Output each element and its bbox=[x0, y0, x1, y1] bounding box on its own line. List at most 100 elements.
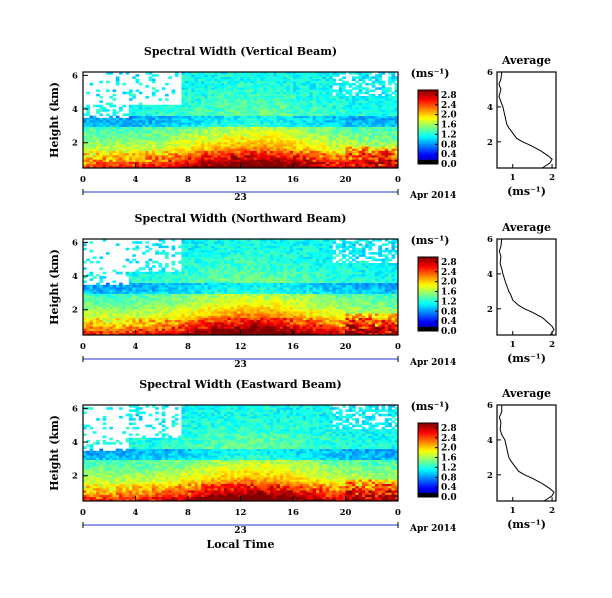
heatmap-cell bbox=[125, 161, 130, 165]
heatmap-cell bbox=[214, 80, 218, 84]
heatmap-cell bbox=[178, 126, 182, 130]
heatmap-cell bbox=[319, 111, 323, 114]
heatmap-cell bbox=[135, 115, 140, 119]
heatmap-cell bbox=[263, 98, 268, 101]
heatmap-cell bbox=[283, 163, 287, 167]
heatmap-cell bbox=[184, 111, 189, 114]
heatmap-cell bbox=[217, 165, 222, 169]
heatmap-cell bbox=[256, 126, 261, 130]
heatmap-cell bbox=[158, 117, 163, 121]
heatmap-cell bbox=[325, 133, 330, 136]
heatmap-cell bbox=[309, 111, 314, 114]
heatmap-cell bbox=[201, 117, 205, 121]
heatmap-cell bbox=[293, 144, 297, 147]
heatmap-cell bbox=[188, 165, 192, 169]
heatmap-cell bbox=[161, 148, 166, 151]
heatmap-cell bbox=[83, 120, 87, 123]
heatmap-cell bbox=[335, 135, 340, 138]
heatmap-cell bbox=[194, 137, 199, 141]
heatmap-cell bbox=[293, 100, 297, 103]
heatmap-cell bbox=[247, 124, 251, 127]
heatmap-cell bbox=[86, 161, 90, 165]
heatmap-cell bbox=[243, 82, 248, 86]
heatmap-cell bbox=[237, 133, 241, 136]
heatmap-cell bbox=[165, 82, 169, 86]
heatmap-cell bbox=[207, 109, 212, 112]
heatmap-cell bbox=[279, 78, 284, 82]
heatmap-cell bbox=[263, 137, 268, 141]
heatmap-cell bbox=[168, 150, 172, 154]
heatmap-cell bbox=[332, 154, 337, 158]
heatmap-cell bbox=[230, 120, 235, 123]
heatmap-cell bbox=[184, 122, 189, 125]
heatmap-cell bbox=[151, 137, 156, 141]
heatmap-cell bbox=[256, 113, 261, 117]
heatmap-cell bbox=[92, 276, 97, 279]
heatmap-cell bbox=[293, 163, 297, 167]
heatmap-cell bbox=[197, 122, 202, 125]
heatmap-cell bbox=[168, 154, 172, 158]
heatmap-cell bbox=[83, 130, 87, 134]
heatmap-cell bbox=[312, 91, 317, 95]
heatmap-cell bbox=[171, 109, 176, 112]
heatmap-cell bbox=[217, 117, 222, 121]
heatmap-cell bbox=[83, 135, 87, 138]
heatmap-cell bbox=[112, 104, 117, 108]
heatmap-cell bbox=[283, 157, 287, 160]
heatmap-cell bbox=[256, 104, 261, 108]
heatmap-cell bbox=[306, 102, 310, 106]
heatmap-cell bbox=[253, 113, 258, 117]
heatmap-cell bbox=[158, 154, 163, 158]
heatmap-cell bbox=[243, 72, 248, 75]
heatmap-cell bbox=[289, 102, 294, 106]
heatmap-cell bbox=[161, 165, 166, 169]
heatmap-cell bbox=[115, 78, 120, 82]
heatmap-cell bbox=[322, 89, 327, 93]
heatmap-cell bbox=[276, 106, 281, 110]
heatmap-cell bbox=[217, 124, 222, 127]
heatmap-cell bbox=[243, 163, 248, 167]
heatmap-cell bbox=[194, 135, 199, 138]
heatmap-cell bbox=[319, 137, 323, 141]
heatmap-cell bbox=[243, 102, 248, 106]
heatmap-cell bbox=[204, 124, 209, 127]
heatmap-cell bbox=[138, 154, 143, 158]
heatmap-cell bbox=[283, 144, 287, 147]
heatmap-cell bbox=[283, 78, 287, 82]
heatmap-cell bbox=[332, 144, 337, 147]
heatmap-cell bbox=[266, 154, 271, 158]
heatmap-cell bbox=[201, 111, 205, 114]
heatmap-cell bbox=[233, 161, 238, 165]
heatmap-cell bbox=[233, 130, 238, 134]
heatmap-cell bbox=[312, 104, 317, 108]
heatmap-cell bbox=[220, 137, 225, 141]
heatmap-cell bbox=[207, 89, 212, 93]
heatmap-cell bbox=[256, 87, 261, 90]
heatmap-cell bbox=[174, 141, 179, 145]
heatmap-cell bbox=[273, 96, 277, 99]
heatmap-cell bbox=[270, 157, 274, 160]
heatmap-cell bbox=[122, 154, 127, 158]
heatmap-cell bbox=[227, 152, 232, 156]
heatmap-cell bbox=[338, 109, 343, 112]
heatmap-cell bbox=[132, 135, 136, 138]
heatmap-cell bbox=[115, 144, 120, 147]
heatmap-cell bbox=[256, 128, 261, 132]
heatmap-cell bbox=[220, 102, 225, 106]
heatmap-cell bbox=[214, 78, 218, 82]
heatmap-cell bbox=[266, 135, 271, 138]
heatmap-cell bbox=[253, 157, 258, 160]
heatmap-cell bbox=[247, 85, 251, 88]
heatmap-cell bbox=[322, 122, 327, 125]
heatmap-cell bbox=[338, 148, 343, 151]
heatmap-cell bbox=[302, 146, 307, 149]
heatmap-cell bbox=[158, 98, 163, 101]
heatmap-cell bbox=[329, 111, 333, 114]
heatmap-cell bbox=[237, 130, 241, 134]
heatmap-cell bbox=[247, 93, 251, 97]
heatmap-cell bbox=[322, 139, 327, 143]
heatmap-cell bbox=[312, 120, 317, 123]
heatmap-cell bbox=[204, 130, 209, 134]
heatmap-cell bbox=[289, 87, 294, 90]
heatmap-cell bbox=[174, 139, 179, 143]
